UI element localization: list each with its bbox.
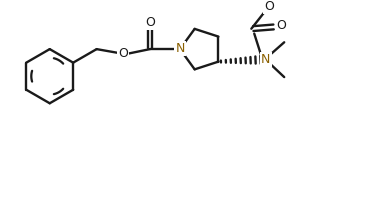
Text: O: O	[145, 16, 155, 29]
Text: N: N	[175, 42, 184, 55]
Text: N: N	[261, 53, 271, 66]
Text: O: O	[276, 19, 286, 32]
Text: O: O	[118, 47, 128, 60]
Text: O: O	[264, 0, 274, 13]
